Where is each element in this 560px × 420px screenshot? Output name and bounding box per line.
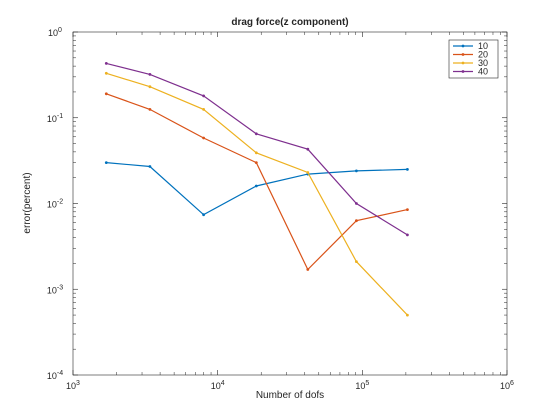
data-point (202, 94, 206, 98)
legend-label: 30 (478, 58, 488, 68)
data-point (406, 208, 409, 212)
data-point (104, 71, 108, 75)
data-point (104, 92, 108, 96)
chart-title: drag force(z component) (231, 17, 348, 28)
legend-item-40: 40 (453, 67, 488, 77)
legend-item-20: 20 (453, 50, 488, 60)
legend-item-10: 10 (453, 41, 488, 51)
data-point (355, 260, 358, 263)
y-tick-label: 100 (48, 27, 62, 38)
data-point (202, 136, 206, 140)
x-axis-label: Number of dofs (256, 390, 324, 401)
legend-label: 20 (478, 50, 488, 60)
legend-marker (461, 70, 465, 73)
data-point (306, 171, 310, 174)
data-point (406, 313, 409, 317)
data-point (254, 184, 258, 188)
data-point (355, 169, 358, 173)
data-point (355, 219, 358, 223)
data-point (406, 168, 409, 171)
data-point (254, 161, 258, 165)
x-tick-label: 105 (355, 380, 369, 391)
data-point (148, 85, 152, 89)
data-point (254, 132, 258, 136)
legend-marker (461, 44, 465, 48)
plot-area (73, 32, 507, 375)
legend-marker (461, 53, 465, 56)
axes-layer: 103 104 105 106 10-4 10-3 10-2 10-1 100 (47, 27, 514, 391)
y-axis-label: error(percent) (22, 172, 33, 233)
legend-item-30: 30 (453, 58, 488, 68)
data-point (148, 108, 152, 111)
series-40 (104, 62, 409, 237)
data-point (148, 165, 152, 168)
legend-marker (461, 61, 465, 65)
y-tick-label: 10-2 (47, 199, 63, 210)
legend-label: 40 (478, 67, 488, 77)
data-point (104, 62, 108, 65)
data-point (202, 213, 206, 217)
data-point (104, 161, 108, 165)
data-point (148, 73, 152, 76)
x-tick-label: 104 (211, 380, 225, 391)
data-point (254, 151, 258, 155)
data-point (406, 233, 409, 237)
y-tick-label: 10-4 (47, 370, 63, 381)
y-tick-label: 10-3 (47, 284, 63, 295)
y-tick-label: 10-1 (47, 113, 63, 124)
data-point (202, 108, 206, 111)
x-tick-label: 106 (500, 380, 514, 391)
x-tick-label: 103 (66, 380, 80, 391)
data-point (306, 147, 310, 151)
series-20 (104, 92, 409, 271)
data-point (306, 268, 310, 271)
series-layer (104, 62, 409, 317)
legend-label: 10 (478, 41, 488, 51)
data-point (355, 202, 358, 205)
series-30 (104, 71, 409, 317)
